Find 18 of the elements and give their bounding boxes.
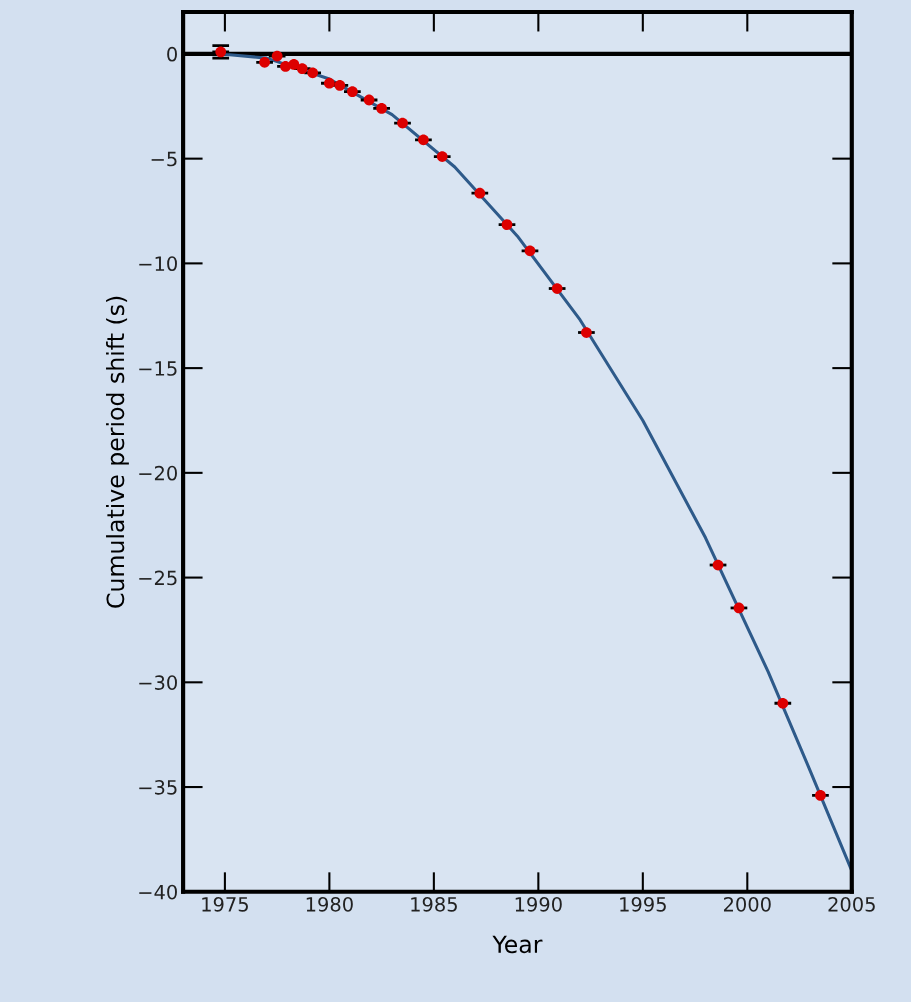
x-tick-label: 2005 [828, 896, 875, 912]
y-axis-title: Cumulative period shift (s) [106, 296, 129, 608]
y-tick-label: −15 [139, 361, 177, 376]
x-tick-label: 1985 [411, 896, 457, 912]
x-tick-label: 1975 [202, 896, 248, 912]
y-tick-label: 0 [167, 46, 177, 62]
x-tick-label: 1980 [306, 896, 353, 912]
y-tick-label: −20 [139, 465, 177, 481]
y-tick-label: −35 [139, 780, 177, 795]
x-tick-label: 1995 [620, 896, 666, 912]
y-tick-label: −40 [139, 884, 177, 900]
x-tick-label: 2000 [723, 896, 771, 912]
y-tick-label: −25 [139, 570, 177, 586]
x-tick-label: 1990 [515, 896, 562, 912]
x-axis-title: Year [492, 935, 543, 954]
y-tick-label: −30 [139, 675, 177, 690]
y-tick-label: −10 [139, 256, 177, 272]
y-tick-label: −5 [151, 151, 177, 167]
